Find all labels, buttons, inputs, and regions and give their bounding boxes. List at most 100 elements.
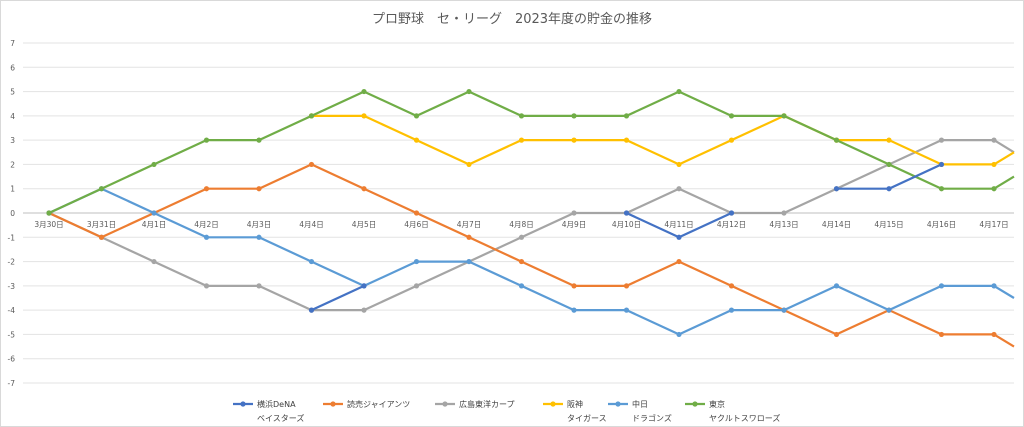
y-tick-label: -6 — [8, 355, 16, 364]
data-point — [98, 234, 105, 240]
y-tick-label: 6 — [10, 63, 15, 72]
data-point — [623, 113, 630, 119]
y-tick-label: 5 — [10, 88, 15, 97]
legend-label: 阪神 — [567, 399, 583, 409]
data-point — [518, 113, 525, 119]
series-line — [48, 163, 1015, 348]
legend-swatch-marker — [330, 401, 336, 407]
x-tick-label: 4月6日 — [404, 220, 429, 229]
data-point — [623, 137, 630, 143]
data-point — [728, 137, 735, 143]
data-point — [361, 113, 367, 119]
x-tick-label: 4月13日 — [769, 220, 798, 229]
data-point — [203, 137, 210, 143]
data-point — [203, 283, 210, 289]
data-point — [151, 210, 157, 216]
data-point — [361, 186, 367, 192]
data-point — [833, 137, 840, 143]
series-line — [48, 90, 1015, 214]
data-point — [413, 258, 420, 265]
series-dena-0 — [308, 283, 367, 313]
legend-item: 広島東洋カープ — [435, 399, 515, 409]
data-point — [466, 258, 472, 265]
legend-label: 読売ジャイアンツ — [347, 399, 410, 409]
y-tick-label: -2 — [8, 258, 16, 267]
data-point — [991, 161, 997, 168]
data-point — [466, 234, 472, 240]
data-point — [728, 113, 735, 119]
data-point — [676, 161, 682, 168]
series-line — [311, 284, 365, 312]
x-tick-label: 4月2日 — [194, 220, 219, 229]
series-line — [48, 139, 1015, 312]
data-point — [308, 307, 315, 313]
x-tick-label: 4月9日 — [562, 220, 587, 229]
data-point — [518, 234, 525, 240]
x-tick-label: 4月4日 — [299, 220, 324, 229]
data-point — [203, 186, 210, 192]
data-point — [361, 283, 367, 289]
data-point — [413, 210, 420, 216]
data-point — [256, 137, 262, 143]
legend-swatch-marker — [240, 401, 246, 407]
x-tick-label: 4月16日 — [927, 220, 956, 229]
data-point — [308, 161, 315, 168]
legend-label-line2: ヤクルトスワローズ — [709, 413, 780, 423]
data-point — [466, 161, 472, 168]
x-tick-label: 4月1日 — [142, 220, 167, 229]
data-point — [623, 283, 630, 289]
data-point — [413, 137, 420, 143]
data-point — [256, 234, 262, 240]
data-point — [308, 113, 315, 119]
data-point — [938, 283, 945, 289]
y-tick-label: -1 — [8, 233, 16, 242]
data-point — [571, 283, 577, 289]
data-point — [571, 307, 577, 313]
legend-swatch-marker — [692, 401, 698, 407]
legend-label: 横浜DeNA — [257, 399, 296, 409]
legend-label-line2: ドラゴンズ — [632, 413, 672, 423]
series-dena-2 — [833, 161, 945, 192]
data-point — [151, 161, 157, 168]
data-point — [728, 307, 735, 313]
y-tick-label: 3 — [10, 136, 15, 145]
y-tick-label: -3 — [8, 282, 16, 291]
data-point — [623, 210, 630, 216]
data-point — [728, 283, 735, 289]
legend-swatch-marker — [550, 401, 556, 407]
data-point — [991, 137, 997, 143]
y-tick-label: 4 — [10, 112, 15, 121]
legend-label: 中日 — [632, 399, 648, 409]
data-point — [466, 88, 472, 95]
data-point — [46, 210, 52, 216]
data-point — [938, 331, 945, 338]
legend-item: 横浜DeNA ベイスターズ — [233, 399, 304, 423]
y-tick-label: -5 — [8, 330, 16, 339]
data-point — [308, 258, 315, 265]
data-point — [833, 331, 840, 338]
data-point — [938, 161, 945, 168]
data-point — [676, 88, 682, 95]
data-point — [886, 307, 892, 313]
data-point — [623, 307, 630, 313]
data-point — [833, 186, 840, 192]
data-point — [413, 283, 420, 289]
series-dena-1 — [623, 210, 735, 240]
data-point — [361, 88, 367, 95]
x-tick-label: 4月12日 — [717, 220, 746, 229]
x-tick-label: 3月30日 — [34, 220, 63, 229]
legend-label-line2: タイガース — [567, 413, 607, 423]
data-point — [571, 210, 577, 216]
data-point — [518, 137, 525, 143]
gridlines — [23, 42, 1014, 384]
data-point — [256, 186, 262, 192]
y-tick-label: 7 — [10, 39, 15, 48]
x-tick-label: 4月5日 — [352, 220, 377, 229]
data-point — [728, 210, 735, 216]
y-tick-label: 0 — [10, 209, 15, 218]
data-point — [151, 258, 157, 265]
